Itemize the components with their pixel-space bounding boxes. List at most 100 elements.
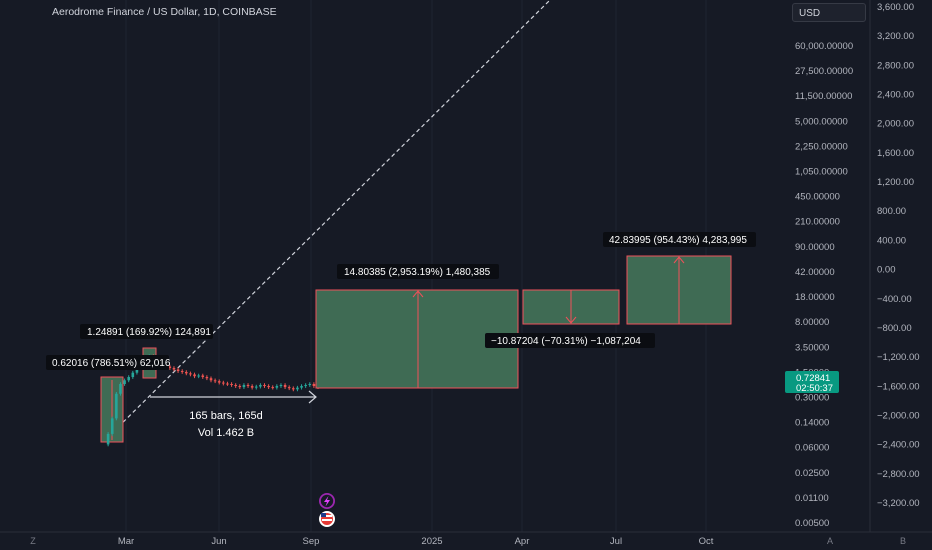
candle-body-3 [115, 393, 118, 419]
linear-axis-tick-4: 2,000.00 [877, 119, 914, 130]
log-axis-tick-19: 0.00500 [795, 518, 829, 529]
candle-body-44 [283, 385, 287, 388]
candle-body-25 [205, 377, 209, 379]
log-axis-tick-1: 27,500.00000 [795, 66, 853, 77]
linear-axis-tick-1: 3,200.00 [877, 31, 914, 42]
linear-axis-tick-7: 800.00 [877, 206, 906, 217]
time-axis-tick-6: Oct [699, 536, 714, 547]
linear-axis-tick-16: −2,800.00 [877, 469, 920, 480]
log-axis-tick-6: 450.00000 [795, 192, 840, 203]
linear-axis-tick-2: 2,800.00 [877, 60, 914, 71]
measure-arrowhead-3 [412, 290, 424, 298]
candle-body-19 [180, 371, 184, 373]
candle-body-17 [172, 367, 176, 370]
date-range-volume-label: Vol 1.462 B [198, 427, 254, 439]
candle-body-33 [238, 386, 242, 388]
candle-body-40 [267, 386, 270, 388]
time-axis[interactable]: Mar Jun Sep 2025 Apr Jul Oct [118, 536, 714, 547]
candle-body-36 [250, 386, 254, 388]
log-axis-tick-4: 2,250.00000 [795, 141, 848, 152]
time-axis-right-label-a[interactable]: A [827, 536, 833, 546]
time-axis-tick-2: Sep [303, 536, 320, 547]
current-price-countdown: 02:50:37 [796, 383, 833, 394]
candle-body-46 [292, 388, 295, 390]
linear-axis-tick-6: 1,200.00 [877, 177, 914, 188]
candle-body-48 [300, 386, 303, 388]
candle-body-38 [259, 385, 262, 387]
log-axis-tick-12: 3.50000 [795, 342, 829, 353]
measure-label-5-text: 42.83995 (954.43%) 4,283,995 [609, 235, 747, 246]
measure-box-3[interactable] [315, 289, 519, 389]
us-flag-event-icon[interactable] [319, 511, 335, 527]
log-axis-tick-14: 0.30000 [795, 392, 829, 403]
candle-body-34 [242, 385, 246, 388]
log-axis-tick-8: 90.00000 [795, 242, 835, 253]
candle-body-6 [127, 377, 130, 381]
linear-axis-tick-10: −400.00 [877, 294, 912, 305]
linear-price-axis[interactable]: 3,600.00 3,200.00 2,800.00 2,400.00 2,000.00… [877, 2, 920, 509]
candle-body-30 [226, 383, 229, 385]
time-axis-right-label-b[interactable]: B [900, 536, 906, 546]
candle-body-21 [189, 373, 192, 375]
candle-body-2 [110, 418, 114, 434]
linear-axis-tick-5: 1,600.00 [877, 148, 914, 159]
candle-body-23 [197, 375, 200, 377]
log-axis-tick-2: 11,500.00000 [795, 91, 852, 102]
linear-axis-tick-9: 0.00 [877, 265, 896, 276]
time-axis-tick-3: 2025 [421, 536, 442, 547]
log-axis-tick-15: 0.14000 [795, 418, 829, 429]
candle-body-45 [287, 387, 291, 389]
candle-body-51 [312, 384, 316, 387]
measure-label-2-text: 1.24891 (169.92%) 124,891 [87, 327, 211, 338]
time-axis-left-label[interactable]: Z [30, 536, 36, 546]
log-axis-tick-7: 210.00000 [795, 217, 840, 228]
measure-label-4-text: −10.87204 (−70.31%) −1,087,204 [491, 336, 641, 347]
candle-body-29 [222, 382, 225, 384]
time-axis-tick-5: Jul [610, 536, 622, 547]
candle-body-27 [213, 380, 217, 382]
measure-arrowhead-5 [673, 256, 685, 264]
linear-axis-tick-13: −1,600.00 [877, 381, 920, 392]
candle-body-41 [271, 387, 275, 389]
time-axis-tick-0: Mar [118, 536, 134, 547]
candle-body-18 [176, 369, 180, 372]
candle-body-20 [185, 372, 188, 374]
time-axis-tick-1: Jun [211, 536, 226, 547]
candle-body-4 [119, 384, 122, 394]
lightning-event-icon[interactable] [319, 493, 335, 509]
linear-axis-tick-15: −2,400.00 [877, 440, 920, 451]
measure-label-3: 14.80385 (2,953.19%) 1,480,385 [337, 264, 499, 279]
log-axis-tick-3: 5,000.00000 [795, 116, 848, 127]
current-price-tag: 0.72841 02:50:37 [785, 371, 839, 394]
log-axis-tick-16: 0.06000 [795, 443, 829, 454]
time-axis-tick-4: Apr [515, 536, 530, 547]
candle-body-31 [230, 384, 233, 386]
candle-body-39 [263, 385, 266, 387]
log-axis-tick-9: 42.00000 [795, 267, 835, 278]
candle-body-49 [304, 385, 307, 387]
current-price-value: 0.72841 [796, 373, 830, 384]
measure-label-5: 42.83995 (954.43%) 4,283,995 [603, 232, 756, 247]
measure-label-2: 1.24891 (169.92%) 124,891 [80, 324, 213, 339]
grid [125, 0, 707, 532]
linear-axis-tick-3: 2,400.00 [877, 90, 914, 101]
linear-axis-tick-11: −800.00 [877, 323, 912, 334]
linear-axis-tick-17: −3,200.00 [877, 498, 920, 509]
candle-body-35 [246, 385, 250, 387]
log-axis-tick-5: 1,050.00000 [795, 167, 848, 178]
candle-body-1 [106, 433, 110, 445]
candle-body-28 [217, 381, 221, 383]
currency-button[interactable]: USD [792, 3, 866, 22]
chart-title: Aerodrome Finance / US Dollar, 1D, COINB… [52, 6, 277, 18]
candle-body-5 [123, 380, 126, 385]
date-range-bars-label: 165 bars, 165d [189, 410, 262, 422]
candle-body-50 [308, 384, 312, 386]
log-price-axis[interactable]: 60,000.00000 27,500.00000 11,500.00000 5,00… [795, 41, 853, 529]
log-axis-tick-11: 8.00000 [795, 317, 829, 328]
candle-body-47 [296, 387, 299, 390]
linear-axis-tick-0: 3,600.00 [877, 2, 914, 13]
candle-body-42 [275, 386, 279, 388]
log-axis-tick-10: 18.00000 [795, 292, 835, 303]
measure-label-1-text: 0.62016 (786.51%) 62,016 [52, 358, 171, 369]
